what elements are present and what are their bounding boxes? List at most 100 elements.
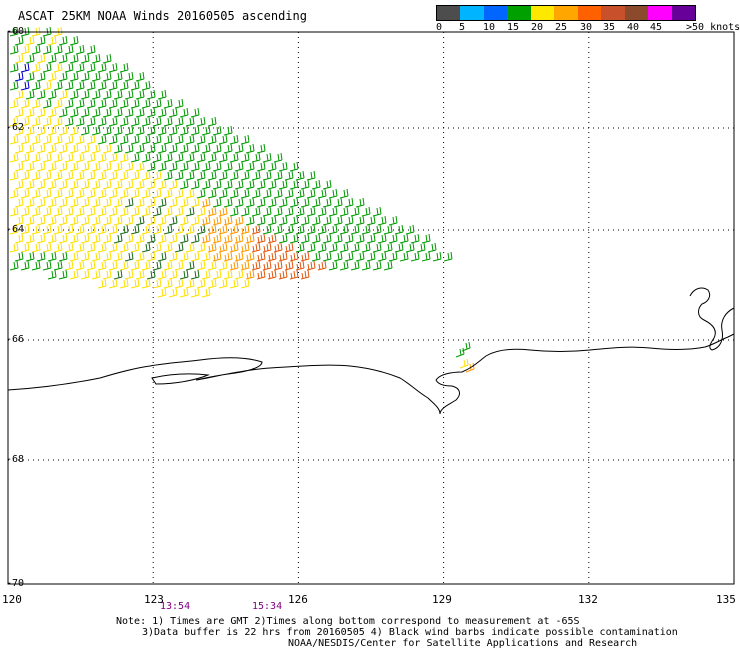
wind-barb <box>108 62 118 73</box>
wind-barb <box>152 206 162 217</box>
wind-barb <box>75 152 85 163</box>
wind-barb <box>75 260 85 271</box>
wind-barb <box>80 107 90 118</box>
wind-barb <box>273 188 283 199</box>
wind-barb <box>9 62 19 73</box>
wind-barb <box>102 215 112 226</box>
wind-barb <box>179 161 189 172</box>
ice-shelf-outline <box>151 373 209 385</box>
color-scale-swatch <box>601 6 625 20</box>
wind-barb <box>146 143 156 154</box>
wind-barb <box>229 260 239 271</box>
wind-barb <box>75 98 85 109</box>
wind-barb <box>311 251 321 262</box>
wind-barb <box>163 224 173 235</box>
color-scale-swatch <box>624 6 649 20</box>
wind-barb <box>119 134 129 145</box>
wind-barb <box>64 44 74 55</box>
wind-barb <box>130 116 140 127</box>
wind-barb <box>141 116 151 127</box>
wind-barb <box>113 197 123 208</box>
wind-barb <box>372 224 382 235</box>
wind-barb <box>278 269 288 280</box>
wind-barb <box>267 197 277 208</box>
wind-barb <box>20 98 30 109</box>
wind-barb <box>207 134 217 145</box>
wind-barb <box>58 143 68 154</box>
wind-barb <box>113 251 123 262</box>
wind-barb <box>256 179 266 190</box>
wind-barb <box>130 224 140 235</box>
wind-barb <box>185 224 195 235</box>
wind-barb <box>14 233 24 244</box>
map-title: ASCAT 25KM NOAA Winds 20160505 ascending <box>18 9 307 23</box>
wind-barb <box>190 215 200 226</box>
wind-barb <box>86 224 96 235</box>
wind-barb <box>339 206 349 217</box>
wind-barb <box>218 224 228 235</box>
wind-barb <box>240 242 250 253</box>
wind-barb <box>14 107 24 118</box>
wind-barb <box>399 233 409 244</box>
wind-barb <box>9 134 19 145</box>
wind-barb <box>113 143 123 154</box>
wind-barb <box>36 143 46 154</box>
wind-barb <box>350 224 360 235</box>
wind-barb <box>168 125 178 136</box>
wind-barb <box>251 242 261 253</box>
wind-barb <box>289 233 299 244</box>
wind-barb <box>141 152 151 163</box>
wind-barb <box>69 143 79 154</box>
wind-barb <box>53 206 63 217</box>
wind-barb <box>58 71 68 82</box>
wind-barb <box>196 134 206 145</box>
wind-barb <box>179 125 189 136</box>
wind-barb <box>174 278 184 289</box>
wind-barb <box>69 269 79 280</box>
wind-barb <box>207 152 217 163</box>
wind-barb <box>218 278 228 289</box>
wind-barb <box>185 188 195 199</box>
lat-label: -62 <box>6 122 25 133</box>
wind-barb <box>179 179 189 190</box>
wind-barb <box>135 233 145 244</box>
wind-barb <box>245 143 255 154</box>
wind-barb <box>97 170 107 181</box>
wind-barb <box>36 251 46 262</box>
wind-barb <box>36 161 46 172</box>
wind-barb <box>185 206 195 217</box>
wind-barb <box>146 161 156 172</box>
wind-barb <box>190 161 200 172</box>
wind-barb <box>119 260 129 271</box>
wind-barb <box>97 242 107 253</box>
wind-barb <box>130 170 140 181</box>
wind-barb <box>251 152 261 163</box>
pass-time: 15:34 <box>252 601 283 612</box>
wind-barb <box>9 152 19 163</box>
wind-barb <box>80 233 90 244</box>
wind-barb <box>240 170 250 181</box>
wind-barb <box>179 287 189 298</box>
color-scale-label: 10 <box>483 22 496 33</box>
wind-barb <box>168 251 178 262</box>
wind-barb <box>124 161 134 172</box>
wind-barb <box>207 224 217 235</box>
wind-barb <box>157 197 167 208</box>
wind-barb <box>256 233 266 244</box>
wind-barb <box>284 224 294 235</box>
wind-barb <box>102 161 112 172</box>
wind-barb <box>157 269 167 280</box>
wind-barb <box>135 179 145 190</box>
wind-barb <box>47 125 57 136</box>
wind-barb <box>64 206 74 217</box>
wind-barb <box>42 62 52 73</box>
color-scale-label: >50 knots <box>686 22 740 33</box>
wind-barb <box>64 224 74 235</box>
wind-barb <box>317 188 327 199</box>
wind-barb <box>80 89 90 100</box>
pass-time: 13:54 <box>160 601 191 612</box>
wind-barb <box>47 53 57 64</box>
wind-barb <box>20 134 30 145</box>
wind-barb <box>53 260 63 271</box>
wind-barb <box>75 44 85 55</box>
